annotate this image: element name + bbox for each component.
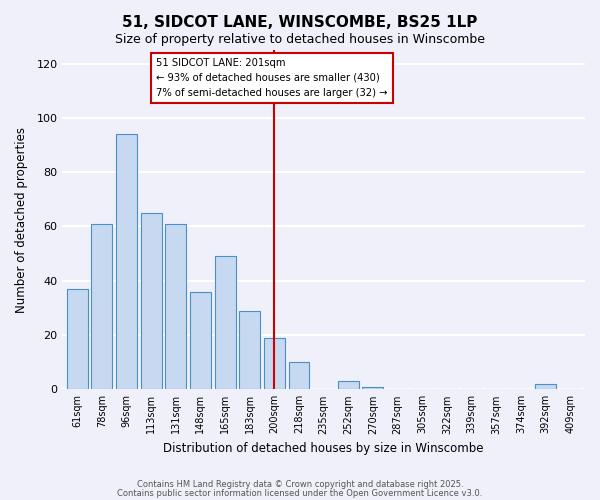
Y-axis label: Number of detached properties: Number of detached properties xyxy=(15,126,28,312)
Bar xyxy=(190,292,211,390)
Bar xyxy=(215,256,236,390)
Bar xyxy=(67,289,88,390)
Bar xyxy=(264,338,285,390)
Text: 51 SIDCOT LANE: 201sqm
← 93% of detached houses are smaller (430)
7% of semi-det: 51 SIDCOT LANE: 201sqm ← 93% of detached… xyxy=(156,58,388,98)
Bar xyxy=(535,384,556,390)
Text: Contains public sector information licensed under the Open Government Licence v3: Contains public sector information licen… xyxy=(118,488,482,498)
Bar xyxy=(239,310,260,390)
X-axis label: Distribution of detached houses by size in Winscombe: Distribution of detached houses by size … xyxy=(163,442,484,455)
Bar xyxy=(338,381,359,390)
Text: Size of property relative to detached houses in Winscombe: Size of property relative to detached ho… xyxy=(115,32,485,46)
Bar xyxy=(91,224,112,390)
Bar xyxy=(116,134,137,390)
Bar xyxy=(165,224,186,390)
Text: 51, SIDCOT LANE, WINSCOMBE, BS25 1LP: 51, SIDCOT LANE, WINSCOMBE, BS25 1LP xyxy=(122,15,478,30)
Bar xyxy=(289,362,310,390)
Text: Contains HM Land Registry data © Crown copyright and database right 2025.: Contains HM Land Registry data © Crown c… xyxy=(137,480,463,489)
Bar xyxy=(362,386,383,390)
Bar xyxy=(140,213,161,390)
